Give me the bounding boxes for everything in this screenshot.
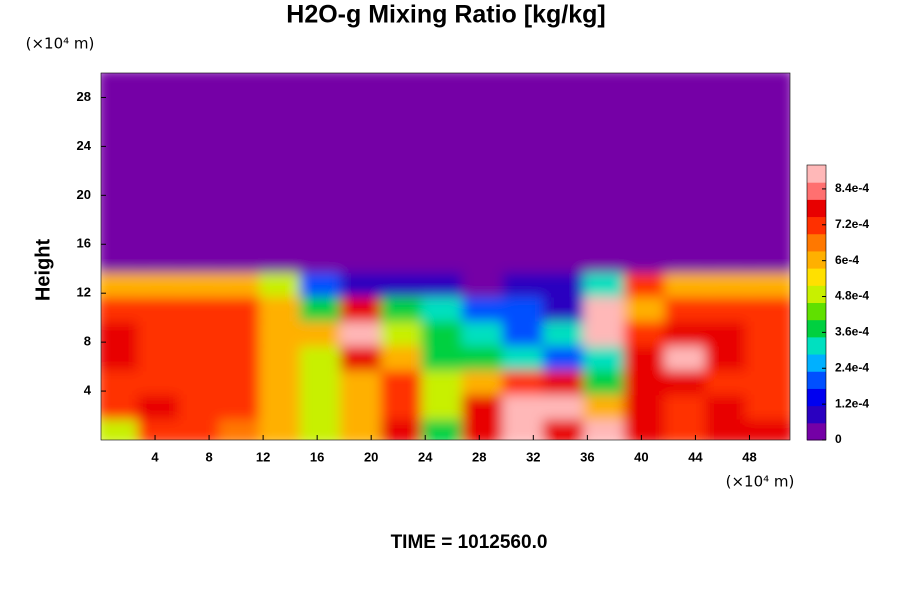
- cell: [299, 73, 349, 273]
- colorbar-band: [807, 268, 826, 286]
- colorbar-band: [807, 302, 826, 321]
- cell: [461, 73, 511, 273]
- colorbar-tick-label: 7.2e-4: [835, 217, 869, 231]
- cell: [664, 73, 713, 273]
- cell: [502, 73, 551, 273]
- x-tick-label: 44: [688, 449, 703, 464]
- cell: [623, 73, 673, 273]
- y-tick-label: 4: [84, 383, 92, 398]
- x-tick-label: 8: [205, 449, 212, 464]
- cell: [218, 73, 268, 273]
- colorbar-frame: [806, 164, 827, 441]
- colorbar-band: [807, 371, 826, 389]
- footer: TIME = 1012560.0: [391, 532, 548, 553]
- cell: [583, 73, 632, 273]
- cell: [745, 73, 790, 273]
- colorbar-tick-label: 1.2e-4: [835, 396, 869, 410]
- colorbar: 0 1.2e-4 2.4e-4 3.6e-4 4.8e-4 6e-4 7.2e-4 8.4e-…: [806, 164, 869, 446]
- field: [101, 73, 790, 440]
- y-unit: (×10⁴ m): [26, 35, 95, 53]
- colorbar-tick-label: 0: [835, 432, 842, 446]
- colorbar-band: [807, 319, 826, 338]
- colorbar-tick-label: 8.4e-4: [835, 181, 869, 195]
- x-tick-label: 48: [742, 449, 756, 464]
- colorbar-band: [807, 182, 826, 200]
- x-tick-label: 28: [472, 449, 486, 464]
- x-tick-label: 32: [526, 449, 540, 464]
- colorbar-tick-label: 6e-4: [835, 253, 859, 267]
- y-tick-label: 16: [77, 236, 91, 251]
- colorbar-band: [807, 285, 826, 303]
- colorbar-band: [807, 165, 826, 183]
- y-axis-label: Height: [32, 239, 54, 302]
- colorbar-tick-label: 4.8e-4: [835, 289, 869, 303]
- colorbar-band: [807, 336, 826, 355]
- colorbar-band: [807, 199, 826, 218]
- x-tick-label: 4: [151, 449, 159, 464]
- cell: [704, 73, 754, 273]
- plot-frame: [100, 72, 791, 441]
- cell: [542, 73, 592, 273]
- x-tick-label: 40: [634, 449, 648, 464]
- cell: [259, 73, 308, 273]
- colorbar-band: [807, 216, 826, 235]
- cell: [421, 73, 470, 273]
- cell: [178, 73, 227, 273]
- colorbar-tick-label: 3.6e-4: [835, 325, 869, 339]
- y-tick-label: 8: [84, 334, 91, 349]
- y-tick-label: 12: [77, 285, 91, 300]
- y-tick-label: 24: [77, 138, 92, 153]
- x-tick-label: 20: [364, 449, 378, 464]
- colorbar-tick-label: 2.4e-4: [835, 360, 869, 374]
- x-tick-label: 24: [418, 449, 433, 464]
- colorbar-band: [807, 422, 826, 441]
- colorbar-band: [807, 250, 826, 269]
- field-cells: [101, 73, 790, 440]
- x-tick-label: 12: [256, 449, 270, 464]
- cell: [380, 73, 430, 273]
- x-unit: (×10⁴ m): [726, 473, 795, 491]
- y-tick-label: 28: [77, 89, 91, 104]
- colorbar-band: [807, 233, 826, 252]
- y-tick-label: 20: [77, 187, 91, 202]
- colorbar-band: [807, 388, 826, 407]
- cell: [137, 73, 187, 273]
- colorbar-band: [807, 405, 826, 424]
- x-tick-label: 16: [310, 449, 324, 464]
- cell: [340, 73, 389, 273]
- chart-title: H2O-g Mixing Ratio [kg/kg]: [286, 1, 605, 29]
- x-tick-label: 36: [580, 449, 594, 464]
- colorbar-band: [807, 354, 826, 372]
